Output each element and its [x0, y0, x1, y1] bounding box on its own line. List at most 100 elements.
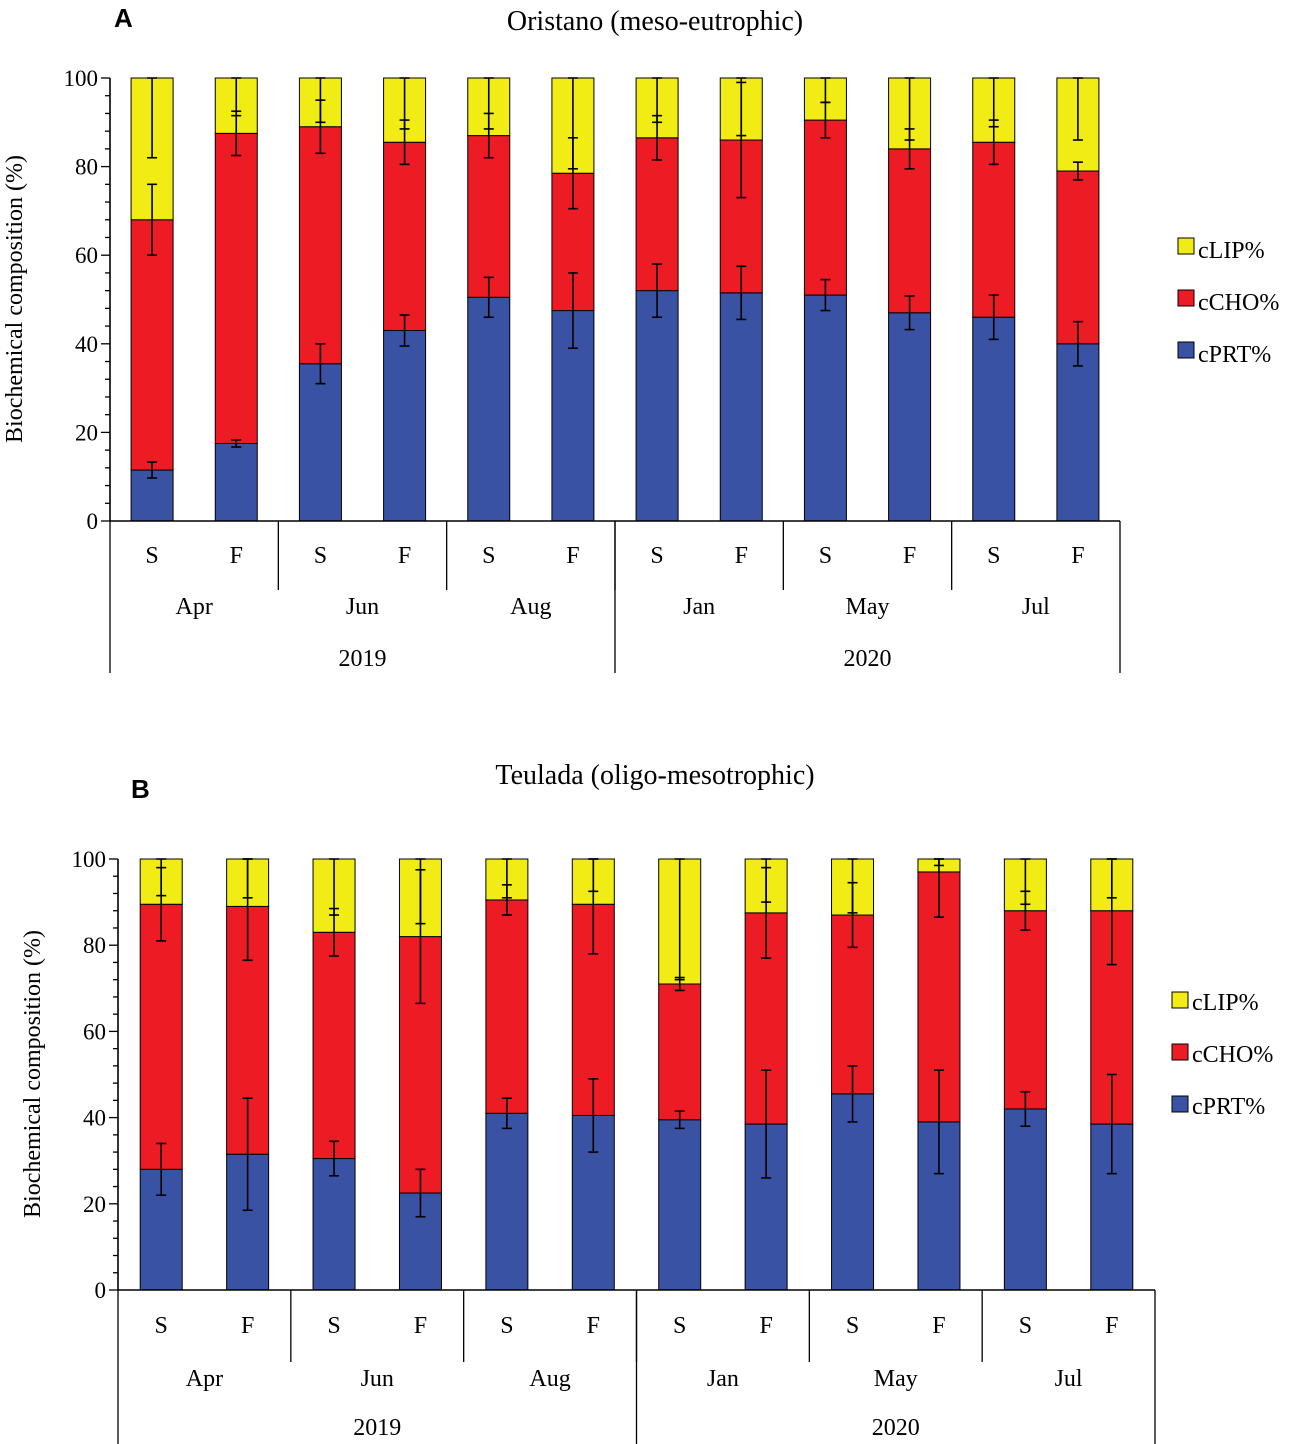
- error-bar-clip: [1072, 77, 1083, 141]
- y-tick-label: 40: [75, 332, 98, 357]
- month-label: Jan: [683, 594, 715, 620]
- bar-segment-cprt: [1003, 1108, 1047, 1291]
- x-tick-label: S: [145, 543, 158, 569]
- x-tick-label: F: [414, 1313, 427, 1339]
- year-label: 2019: [353, 1415, 401, 1441]
- y-tick-label: 40: [83, 1106, 106, 1131]
- error-bar-cprt: [761, 1069, 772, 1179]
- bar-segment-cprt: [298, 363, 342, 522]
- error-bar-cprt: [820, 278, 831, 312]
- x-tick-label: F: [1105, 1313, 1118, 1339]
- error-bar-cprt: [674, 1110, 685, 1130]
- error-bar-cprt: [652, 263, 663, 319]
- error-bar-cprt: [501, 1097, 512, 1130]
- legend-label-ccho: cCHO%: [1198, 290, 1279, 316]
- month-label: May: [874, 1366, 918, 1392]
- legend: cLIP% cCHO% cPRT%: [1177, 237, 1279, 368]
- error-bar-cprt: [415, 1168, 426, 1218]
- bar-segment-cprt: [383, 330, 427, 522]
- y-tick-label: 0: [87, 509, 99, 534]
- error-bar-clip: [1020, 858, 1031, 906]
- legend-label-ccho: cCHO%: [1192, 1042, 1273, 1068]
- error-bar-clip: [736, 77, 747, 137]
- error-bar-cprt: [904, 295, 915, 331]
- panel-label: A: [114, 3, 133, 33]
- x-tick-label: F: [1071, 543, 1084, 569]
- x-tick-label: S: [987, 543, 1000, 569]
- bar-segment-ccho: [1003, 910, 1047, 1110]
- y-tick-label: 60: [75, 243, 98, 268]
- x-tick-label: S: [819, 543, 832, 569]
- month-label: Jul: [1022, 594, 1050, 620]
- month-label: Aug: [529, 1366, 570, 1392]
- chart-title: Oristano (meso-eutrophic): [507, 6, 803, 37]
- error-bar-cprt: [1072, 320, 1083, 367]
- month-label: Jun: [346, 594, 379, 620]
- bar-segment-cprt: [803, 294, 847, 522]
- error-bar-cprt: [933, 1069, 944, 1175]
- bar-segment-ccho: [298, 126, 342, 365]
- y-tick-label: 60: [83, 1019, 106, 1044]
- error-bar-cprt: [147, 461, 158, 479]
- bar-segment-ccho: [888, 148, 932, 314]
- legend-swatch-ccho: [1177, 289, 1195, 307]
- error-bar-clip: [674, 858, 685, 981]
- y-tick-label: 0: [95, 1278, 107, 1303]
- error-bar-clip: [652, 77, 663, 124]
- error-bar-cprt: [231, 439, 242, 448]
- error-bar-cprt: [588, 1078, 599, 1153]
- error-bar-cprt: [847, 1065, 858, 1123]
- bar-segment-cprt: [658, 1119, 702, 1291]
- legend-swatch-ccho: [1171, 1043, 1189, 1061]
- bar-segment-cprt: [1056, 343, 1100, 522]
- error-bar-clip: [933, 858, 944, 867]
- error-bar-clip: [904, 77, 915, 141]
- error-bar-clip: [567, 77, 578, 170]
- x-tick-label: F: [241, 1313, 254, 1339]
- x-tick-label: S: [1019, 1313, 1032, 1339]
- error-bar-clip: [315, 77, 326, 124]
- legend-label-clip: cLIP%: [1198, 238, 1265, 264]
- month-label: Apr: [176, 594, 213, 620]
- y-axis-label: Biochemical composition (%): [2, 155, 28, 443]
- error-bar-clip: [329, 858, 340, 916]
- year-label: 2019: [339, 646, 387, 672]
- y-tick-label: 80: [75, 155, 98, 180]
- x-tick-label: S: [155, 1313, 168, 1339]
- bar-segment-cprt: [972, 316, 1016, 522]
- x-tick-label: F: [932, 1313, 945, 1339]
- legend-label-cprt: cPRT%: [1192, 1094, 1265, 1120]
- bar-segment-ccho: [214, 132, 258, 444]
- error-bar-clip: [483, 77, 494, 130]
- x-tick-label: S: [327, 1313, 340, 1339]
- x-tick-label: F: [735, 543, 748, 569]
- x-tick-label: F: [566, 543, 579, 569]
- error-bar-clip: [415, 858, 426, 925]
- month-label: Jan: [707, 1366, 739, 1392]
- panel-a-chart: A Oristano (meso-eutrophic) Biochemical …: [2, 3, 1279, 673]
- x-tick-label: F: [398, 543, 411, 569]
- panel-b-chart: B Teulada (oligo-mesotrophic) Biochemica…: [20, 760, 1273, 1444]
- error-bar-ccho: [1072, 161, 1083, 181]
- y-tick-label: 20: [75, 420, 98, 445]
- x-tick-label: S: [673, 1313, 686, 1339]
- error-bar-cprt: [1106, 1073, 1117, 1175]
- error-bar-cprt: [567, 272, 578, 350]
- error-bar-clip: [501, 858, 512, 899]
- plot-area: 0 20 40 60 80 100 S F S F S F S F S F S F Apr Jun Aug Jan May J…: [64, 66, 1121, 673]
- bar-segment-cprt: [214, 442, 258, 522]
- bar-segment-ccho: [312, 931, 356, 1160]
- month-label: Jun: [361, 1366, 394, 1392]
- y-tick-label: 100: [64, 66, 99, 91]
- error-bar-cprt: [736, 265, 747, 321]
- error-bar-clip: [847, 858, 858, 914]
- x-tick-label: S: [500, 1313, 513, 1339]
- error-bar-clip: [820, 77, 831, 104]
- bar-segment-cprt: [831, 1093, 875, 1291]
- error-bar-clip: [242, 858, 253, 899]
- bar-segment-ccho: [130, 219, 174, 471]
- legend-label-clip: cLIP%: [1192, 990, 1259, 1016]
- legend-swatch-cprt: [1171, 1095, 1189, 1113]
- year-label: 2020: [844, 646, 892, 672]
- error-bar-cprt: [1020, 1090, 1031, 1128]
